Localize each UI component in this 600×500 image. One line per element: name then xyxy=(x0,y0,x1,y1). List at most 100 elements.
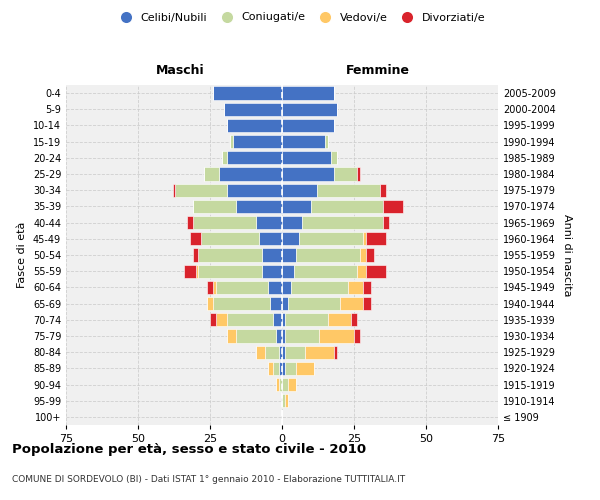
Bar xyxy=(216,280,268,294)
Bar xyxy=(285,362,296,375)
Bar xyxy=(362,232,365,245)
Bar xyxy=(365,232,386,245)
Y-axis label: Anni di nascita: Anni di nascita xyxy=(562,214,572,296)
Bar xyxy=(360,248,365,262)
Bar xyxy=(276,330,282,342)
Bar xyxy=(196,264,199,278)
Bar xyxy=(282,264,293,278)
Bar xyxy=(293,264,357,278)
Bar xyxy=(213,280,216,294)
Bar xyxy=(282,346,285,359)
Bar xyxy=(282,330,285,342)
Bar xyxy=(288,297,340,310)
Bar xyxy=(282,119,334,132)
Bar xyxy=(236,330,276,342)
Bar xyxy=(296,362,314,375)
Bar xyxy=(274,362,279,375)
Bar xyxy=(351,313,357,326)
Bar xyxy=(279,378,282,391)
Legend: Celibi/Nubili, Coniugati/e, Vedovi/e, Divorziati/e: Celibi/Nubili, Coniugati/e, Vedovi/e, Di… xyxy=(110,8,490,27)
Bar xyxy=(331,151,337,164)
Bar xyxy=(362,280,371,294)
Bar xyxy=(207,280,213,294)
Bar xyxy=(259,232,282,245)
Bar xyxy=(305,346,334,359)
Bar xyxy=(340,297,362,310)
Bar xyxy=(288,378,296,391)
Bar xyxy=(282,135,325,148)
Bar xyxy=(357,168,360,180)
Bar xyxy=(282,297,288,310)
Bar xyxy=(175,184,227,197)
Bar xyxy=(302,216,383,230)
Bar xyxy=(256,216,282,230)
Bar xyxy=(282,280,290,294)
Bar xyxy=(365,264,386,278)
Bar xyxy=(184,264,196,278)
Bar xyxy=(227,119,282,132)
Bar xyxy=(207,297,213,310)
Bar xyxy=(285,313,328,326)
Bar xyxy=(282,168,334,180)
Bar xyxy=(279,346,282,359)
Bar xyxy=(271,297,282,310)
Bar xyxy=(216,313,227,326)
Bar xyxy=(173,184,175,197)
Bar xyxy=(285,330,319,342)
Bar xyxy=(285,346,305,359)
Bar xyxy=(221,151,227,164)
Text: Femmine: Femmine xyxy=(346,64,410,78)
Bar xyxy=(354,330,360,342)
Bar xyxy=(279,362,282,375)
Text: Popolazione per età, sesso e stato civile - 2010: Popolazione per età, sesso e stato civil… xyxy=(12,442,366,456)
Bar xyxy=(233,135,282,148)
Bar xyxy=(282,102,337,116)
Bar xyxy=(282,151,331,164)
Bar xyxy=(190,232,202,245)
Bar xyxy=(328,313,351,326)
Bar xyxy=(274,313,282,326)
Bar xyxy=(230,135,233,148)
Bar xyxy=(202,232,259,245)
Bar xyxy=(365,248,374,262)
Bar xyxy=(299,232,362,245)
Bar xyxy=(187,216,193,230)
Bar xyxy=(227,313,274,326)
Bar xyxy=(285,394,288,407)
Bar xyxy=(380,184,386,197)
Bar xyxy=(383,216,389,230)
Bar xyxy=(282,313,285,326)
Bar xyxy=(236,200,282,213)
Bar xyxy=(334,346,337,359)
Bar xyxy=(276,378,279,391)
Bar xyxy=(268,362,274,375)
Bar xyxy=(227,330,236,342)
Bar xyxy=(265,346,279,359)
Bar xyxy=(256,346,265,359)
Bar xyxy=(193,216,256,230)
Bar xyxy=(193,248,199,262)
Bar xyxy=(227,151,282,164)
Bar xyxy=(262,248,282,262)
Bar xyxy=(290,280,348,294)
Bar xyxy=(262,264,282,278)
Bar xyxy=(282,248,296,262)
Bar xyxy=(282,216,302,230)
Bar xyxy=(282,394,285,407)
Text: Maschi: Maschi xyxy=(155,64,205,78)
Bar xyxy=(213,297,271,310)
Bar xyxy=(282,184,317,197)
Bar xyxy=(334,168,357,180)
Bar xyxy=(383,200,403,213)
Bar xyxy=(282,200,311,213)
Bar xyxy=(218,168,282,180)
Bar xyxy=(224,102,282,116)
Bar xyxy=(362,297,371,310)
Bar xyxy=(282,362,285,375)
Bar xyxy=(282,378,288,391)
Bar xyxy=(325,135,328,148)
Bar xyxy=(296,248,360,262)
Bar xyxy=(204,168,218,180)
Bar xyxy=(311,200,383,213)
Bar xyxy=(227,184,282,197)
